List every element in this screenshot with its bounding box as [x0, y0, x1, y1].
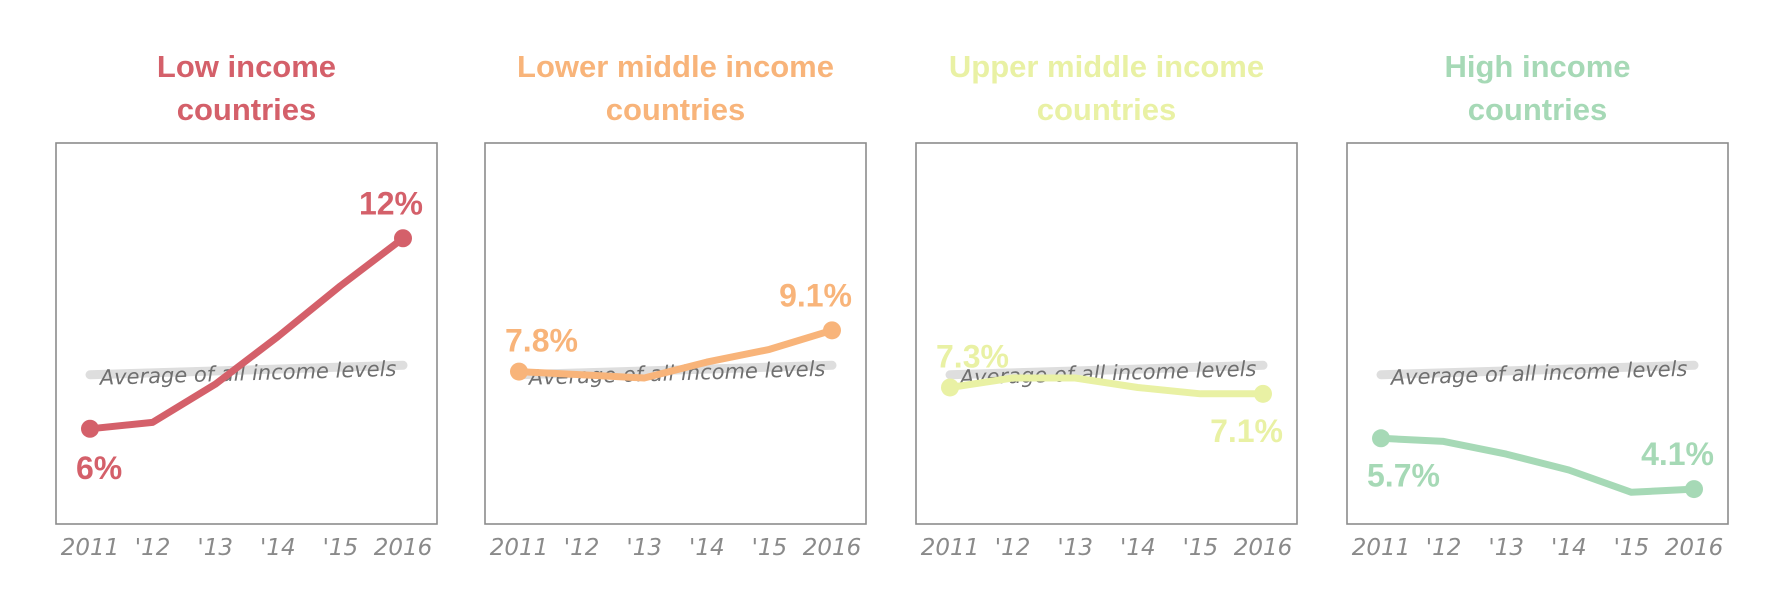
x-tick-label: '13: [1488, 535, 1524, 561]
average-line: [85, 360, 408, 380]
x-tick-label: 2011: [921, 535, 980, 561]
x-tick-label: '13: [1057, 535, 1093, 561]
average-label: Average of all income levels: [1388, 357, 1687, 390]
x-tick-label: 2016: [1665, 535, 1724, 561]
x-tick-label: 2016: [803, 535, 862, 561]
chart-title-line-2: countries: [1037, 92, 1177, 127]
start-value-label: 7.8%: [505, 323, 578, 359]
series-line: [86, 234, 407, 433]
chart-title-line-2: countries: [177, 92, 317, 127]
x-tick-label: '12: [1426, 535, 1462, 561]
chart-title-line-2: countries: [606, 92, 746, 127]
start-value-label: 7.3%: [936, 338, 1009, 374]
start-point: [510, 362, 528, 381]
average-line: [1376, 360, 1699, 380]
chart-title: Lower middle income: [517, 49, 834, 84]
x-tick-label: '15: [1183, 535, 1219, 561]
chart-title: High income: [1444, 49, 1630, 84]
series-line: [1377, 434, 1698, 496]
x-tick-label: '12: [564, 535, 600, 561]
x-tick-label: '12: [995, 535, 1031, 561]
plot-frame: [484, 142, 867, 525]
x-tick-label: '15: [1614, 535, 1650, 561]
x-tick-label: '13: [197, 535, 233, 561]
start-point: [941, 378, 959, 397]
x-tick-label: '14: [260, 535, 296, 561]
chart-title: Upper middle income: [949, 49, 1264, 84]
x-tick-label: '14: [1120, 535, 1156, 561]
chart-title: Low income: [157, 49, 336, 84]
start-value-label: 6%: [76, 450, 122, 486]
chart-title-line-2: countries: [1468, 92, 1608, 127]
plot-frame: [1346, 142, 1729, 525]
start-point: [1372, 429, 1390, 448]
plot-frame: [55, 142, 438, 525]
end-point: [394, 229, 412, 248]
x-tick-label: '14: [1551, 535, 1587, 561]
average-line: [945, 360, 1268, 380]
x-tick-label: 2016: [374, 535, 433, 561]
x-tick-label: 2011: [61, 535, 120, 561]
end-value-label: 9.1%: [779, 277, 852, 313]
x-tick-label: '12: [135, 535, 171, 561]
start-point: [81, 419, 99, 438]
end-value-label: 12%: [359, 185, 423, 221]
x-tick-label: 2011: [490, 535, 549, 561]
x-tick-label: '13: [626, 535, 662, 561]
series-line: [515, 326, 836, 382]
end-point: [1254, 384, 1272, 403]
x-tick-label: 2011: [1352, 535, 1411, 561]
x-tick-label: '14: [689, 535, 725, 561]
end-value-label: 4.1%: [1641, 436, 1714, 472]
end-point: [823, 321, 841, 340]
end-value-label: 7.1%: [1210, 413, 1283, 449]
series-line: [946, 374, 1267, 398]
start-value-label: 5.7%: [1367, 457, 1440, 493]
x-tick-label: '15: [752, 535, 788, 561]
x-tick-label: 2016: [1234, 535, 1293, 561]
x-tick-label: '15: [323, 535, 359, 561]
end-point: [1685, 480, 1703, 499]
plot-frame: [915, 142, 1298, 525]
